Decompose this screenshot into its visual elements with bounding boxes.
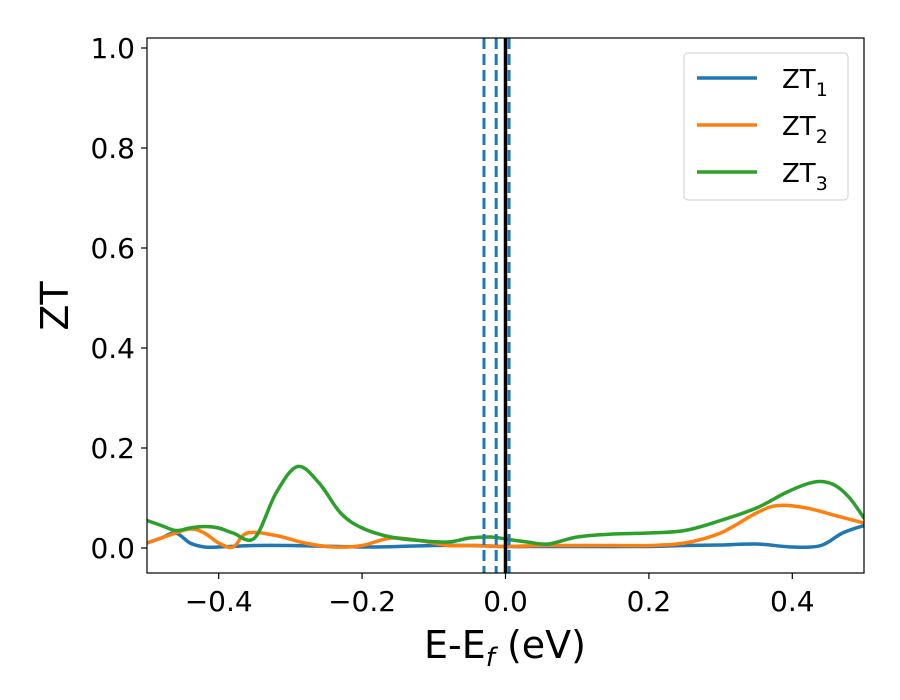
legend: ZT1 ZT2 ZT3 <box>683 52 849 201</box>
series-line-2 <box>147 503 864 550</box>
y-tick-label: 0.4 <box>90 332 135 365</box>
legend-item-2: ZT2 <box>697 112 828 148</box>
legend-item-3: ZT3 <box>697 159 828 195</box>
y-tick-label: 0.2 <box>90 432 135 465</box>
x-axis-label: E-Ef (eV) <box>424 623 586 673</box>
y-tick-label: 0.0 <box>90 532 135 565</box>
y-tick-label: 0.6 <box>90 232 135 265</box>
y-tick-label: 1.0 <box>90 32 135 65</box>
series-layer <box>147 464 864 550</box>
legend-box <box>683 52 849 201</box>
x-tick-label: 0.0 <box>483 585 528 618</box>
x-tick-label: 0.2 <box>627 585 672 618</box>
legend-label: ZT2 <box>782 112 828 148</box>
x-tick-label: −0.2 <box>328 585 396 618</box>
x-tick-label: 0.4 <box>770 585 815 618</box>
series-line-3 <box>147 464 864 546</box>
x-tick-label: −0.4 <box>185 585 253 618</box>
y-axis-ticks: 0.0 0.2 0.4 0.6 0.8 1.0 <box>90 32 147 565</box>
y-axis-label: ZT <box>33 281 77 331</box>
y-tick-label: 0.8 <box>90 132 135 165</box>
legend-item-1: ZT1 <box>697 65 828 101</box>
legend-label: ZT1 <box>782 65 828 101</box>
x-axis-ticks: −0.4 −0.2 0.0 0.2 0.4 <box>185 573 815 618</box>
vline-layer <box>482 38 511 573</box>
legend-label: ZT3 <box>782 159 828 195</box>
